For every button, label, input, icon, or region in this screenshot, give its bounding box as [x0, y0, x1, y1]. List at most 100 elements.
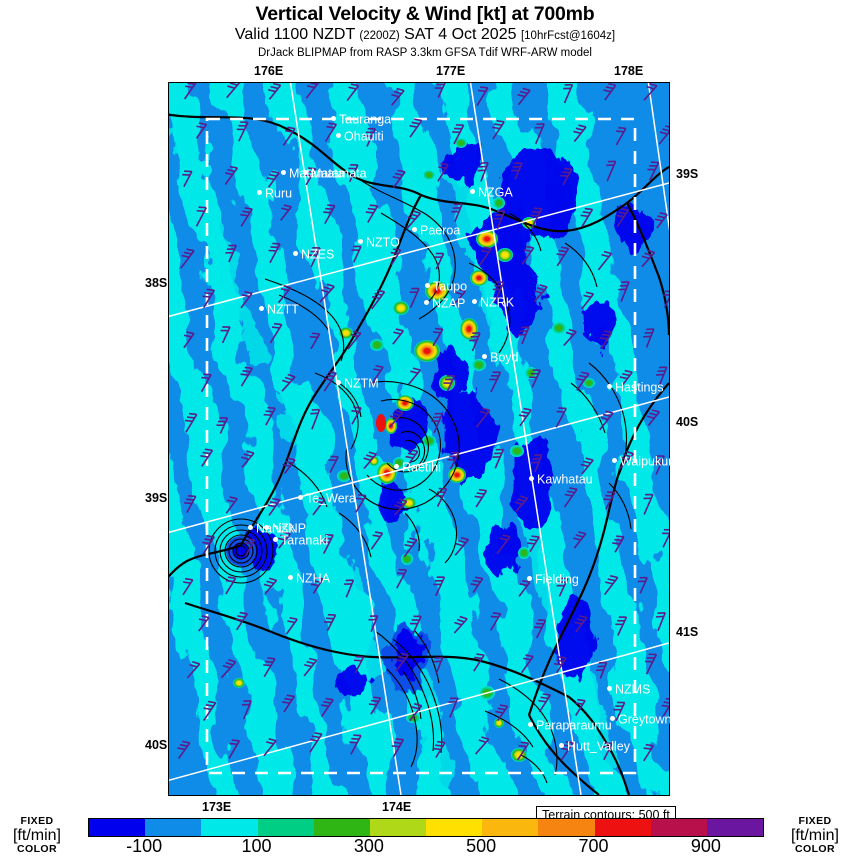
colorbar-tick-label: 500	[466, 836, 497, 856]
colorbar-swatch	[145, 819, 202, 836]
wind-barbs	[177, 83, 669, 762]
place-marker-dot	[612, 458, 617, 464]
wind-barb	[280, 204, 292, 221]
place-label: Boyd	[482, 351, 519, 364]
wind-barb	[580, 457, 594, 475]
wind-barb	[319, 283, 335, 303]
wind-barb	[580, 207, 594, 228]
wind-barb	[390, 248, 402, 266]
colorbar[interactable]	[88, 818, 764, 837]
colorbar-swatch	[201, 819, 258, 836]
wind-barb	[392, 169, 406, 189]
wind-barb	[530, 207, 543, 229]
wind-barb	[469, 332, 481, 352]
colorbar-swatch	[257, 819, 314, 836]
wind-barb	[434, 83, 447, 99]
wind-barb	[195, 122, 208, 139]
place-marker-dot	[472, 299, 477, 305]
place-marker-dot	[482, 354, 487, 360]
place-marker-dot	[424, 300, 429, 306]
place-name: Paraparaumu	[536, 718, 612, 733]
colorbar-units-right: FIXED [ft/min] COLOR	[775, 816, 850, 855]
wind-barb	[495, 704, 509, 722]
wind-barb	[563, 487, 578, 508]
wind-barb	[643, 493, 654, 515]
vertical-velocity-heatmap	[169, 83, 669, 795]
place-marker-dot	[264, 525, 269, 531]
place-name: Ruru	[265, 186, 293, 201]
wind-barb	[527, 535, 540, 553]
wind-barb	[305, 83, 321, 99]
wind-barb	[615, 126, 627, 146]
wind-barb	[195, 206, 208, 227]
wind-barb	[618, 281, 630, 302]
wind-barb	[393, 498, 408, 516]
wind-barb	[180, 248, 195, 269]
place-label: Greytown	[610, 713, 672, 726]
place-name: Taupo	[433, 279, 468, 294]
wind-barb	[200, 448, 214, 467]
map-canvas[interactable]	[168, 82, 670, 796]
wind-barb	[643, 743, 655, 762]
place-marker-dot	[470, 189, 475, 195]
place-label: Paraparaumu	[528, 719, 612, 732]
place-name: NZNP	[272, 521, 307, 536]
wind-barb	[405, 449, 419, 469]
place-label: Hastings	[607, 381, 664, 394]
wind-barb	[493, 210, 506, 230]
place-name: Fielding	[535, 572, 579, 587]
wind-barb	[268, 242, 281, 264]
place-name: Ohauiti	[344, 129, 384, 144]
wind-barb	[312, 496, 326, 516]
wind-barb	[637, 576, 648, 594]
lat-label-right: 39S	[676, 167, 699, 181]
place-name: Tauranga	[339, 112, 392, 127]
place-marker-dot	[607, 384, 612, 390]
place-label: Te_Wera	[298, 492, 356, 505]
place-name: Paeroa	[420, 223, 461, 238]
wind-barb	[391, 87, 405, 106]
wind-barb	[371, 289, 386, 310]
wind-barb	[452, 124, 465, 145]
place-marker-dot	[288, 575, 293, 581]
wind-barb	[241, 450, 255, 468]
lat-label-right: 40S	[676, 415, 699, 429]
wind-barb	[597, 250, 613, 271]
wind-barb	[347, 330, 362, 350]
colorbar-fixed-left: FIXED	[20, 815, 54, 827]
place-label: Raetihi	[394, 461, 441, 474]
wind-barb	[492, 119, 505, 140]
wind-barb	[604, 575, 619, 595]
wind-barb	[200, 373, 212, 393]
place-label: Ruru	[257, 187, 292, 200]
wind-barb	[365, 204, 379, 223]
colorbar-swatch	[706, 819, 764, 836]
colorbar-tick-label: 300	[353, 836, 384, 856]
wind-barb	[599, 330, 613, 349]
wind-barb	[531, 454, 543, 473]
place-name: NZES	[301, 247, 335, 262]
place-label: NZAP	[424, 297, 465, 310]
valid-utc: (2200Z)	[359, 30, 400, 42]
place-label: Matamata	[303, 167, 367, 180]
wind-barb	[448, 697, 459, 718]
wind-barb	[443, 375, 456, 392]
wind-barb	[263, 738, 277, 757]
place-marker-dot	[257, 190, 262, 196]
lon-label-top: 177E	[436, 64, 466, 78]
colorbar-swatch	[594, 819, 651, 836]
place-label: Taupo	[425, 280, 467, 293]
wind-barb	[431, 412, 443, 434]
wind-barb	[216, 417, 229, 434]
wind-barb	[240, 207, 253, 227]
valid-time-line: Valid 1100 NZDT (2200Z) SAT 4 Oct 2025 […	[0, 25, 850, 46]
wind-barb	[619, 369, 633, 387]
lon-label-bottom: 173E	[202, 800, 232, 814]
wind-barb	[613, 701, 626, 722]
wind-barb	[235, 611, 248, 631]
wind-barb	[489, 371, 502, 393]
wind-barb	[606, 160, 617, 182]
wind-barb	[225, 576, 237, 595]
wind-barb	[324, 122, 337, 142]
